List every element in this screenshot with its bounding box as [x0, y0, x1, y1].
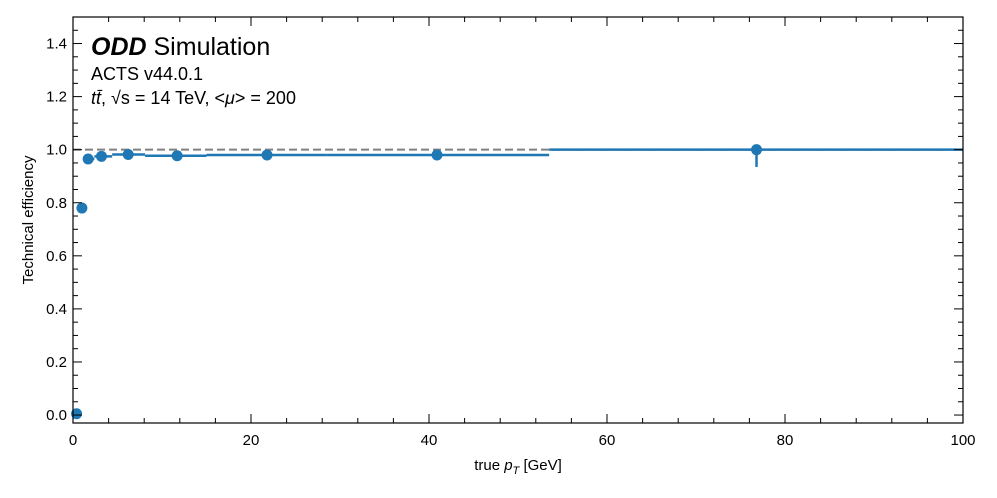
- x-tick-label: 100: [950, 432, 975, 449]
- annotation-process-mu: μ: [224, 88, 235, 108]
- annotation-process-energy: = 14 TeV, <: [130, 88, 225, 108]
- annotation-title-rest: Simulation: [147, 33, 271, 61]
- annotation-title-bold: ODD: [91, 33, 147, 61]
- y-tick-label: 1.0: [46, 142, 67, 159]
- annotation-title: ODD Simulation: [91, 33, 270, 61]
- data-point: [95, 150, 107, 162]
- data-point: [171, 150, 183, 162]
- x-tick-label: 0: [69, 432, 77, 449]
- y-tick-label: 0.4: [46, 301, 67, 318]
- data-point: [751, 144, 763, 156]
- data-point: [82, 153, 94, 165]
- y-tick-label: 0.0: [46, 407, 67, 424]
- y-tick-label: 0.2: [46, 354, 67, 371]
- data-point: [261, 149, 273, 161]
- ticks-layer: 0 20 40 60 80 100 0.0 0.2 0.4 0.6 0.8 1.0 1.2 1.4: [46, 17, 976, 449]
- data-points-layer: [71, 144, 763, 420]
- y-axis-label: Technical efficiency: [20, 155, 37, 284]
- y-tick-label: 0.6: [46, 248, 67, 265]
- data-point: [431, 149, 443, 161]
- y-tick-label: 1.2: [46, 89, 67, 106]
- annotation-process-sqrt: √s: [111, 88, 130, 108]
- annotation-version: ACTS v44.0.1: [91, 64, 203, 84]
- x-tick-label: 60: [599, 432, 616, 449]
- data-point: [76, 202, 88, 214]
- x-tick-label: 20: [243, 432, 260, 449]
- x-tick-label: 80: [777, 432, 794, 449]
- data-point: [122, 148, 134, 160]
- plot-area: [73, 17, 963, 423]
- plot-frame: [72, 16, 964, 424]
- annotation-process-tt: tt̄: [91, 88, 103, 108]
- annotation-process-pu: > = 200: [235, 88, 296, 108]
- x-axis-label: true pT [GeV]: [474, 457, 562, 477]
- y-tick-label: 1.4: [46, 36, 67, 53]
- x-tick-label: 40: [421, 432, 438, 449]
- annotation-process: tt̄, √s = 14 TeV, <μ> = 200: [91, 88, 296, 108]
- data-point: [71, 408, 83, 420]
- y-tick-label: 0.8: [46, 195, 67, 212]
